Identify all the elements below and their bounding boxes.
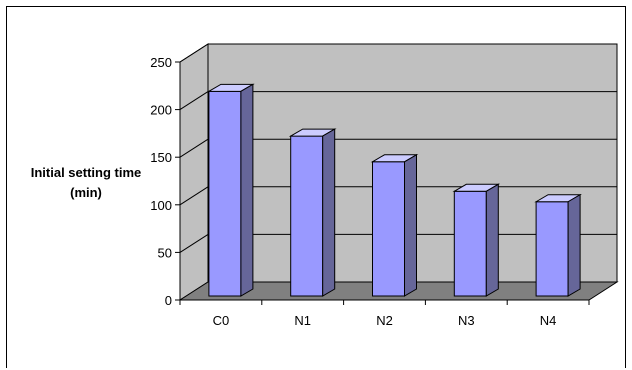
gridline-side bbox=[179, 186, 209, 206]
y-tick-label: 150 bbox=[150, 150, 172, 165]
y-tick-label: 0 bbox=[165, 293, 172, 308]
bar-side-N2 bbox=[404, 153, 417, 297]
y-tick-label: 50 bbox=[158, 245, 172, 260]
bar-N1 bbox=[290, 135, 324, 297]
x-tick-label: N3 bbox=[458, 313, 475, 328]
bar-C0 bbox=[208, 90, 242, 297]
bar-N4 bbox=[535, 201, 569, 297]
gridline-side bbox=[179, 233, 209, 253]
bar-N3 bbox=[453, 190, 487, 297]
bar-N2 bbox=[372, 161, 405, 297]
x-tick-label: N2 bbox=[376, 313, 393, 328]
bar-side-N3 bbox=[485, 183, 499, 297]
y-tick-label: 250 bbox=[150, 55, 172, 70]
side-wall bbox=[179, 43, 209, 301]
bar-side-N1 bbox=[322, 128, 336, 297]
gridline-side bbox=[179, 138, 209, 158]
x-tick-label: C0 bbox=[213, 313, 230, 328]
x-tick-label: N1 bbox=[294, 313, 311, 328]
bar-side-N4 bbox=[567, 193, 581, 297]
gridline-side bbox=[179, 43, 209, 63]
gridline-side bbox=[179, 91, 209, 111]
y-tick-label: 100 bbox=[150, 198, 172, 213]
y-axis-label: Initial setting time (min) bbox=[30, 165, 142, 200]
y-tick-label: 200 bbox=[150, 103, 172, 118]
x-tick-label: N4 bbox=[540, 313, 557, 328]
bar-side-C0 bbox=[240, 83, 254, 297]
